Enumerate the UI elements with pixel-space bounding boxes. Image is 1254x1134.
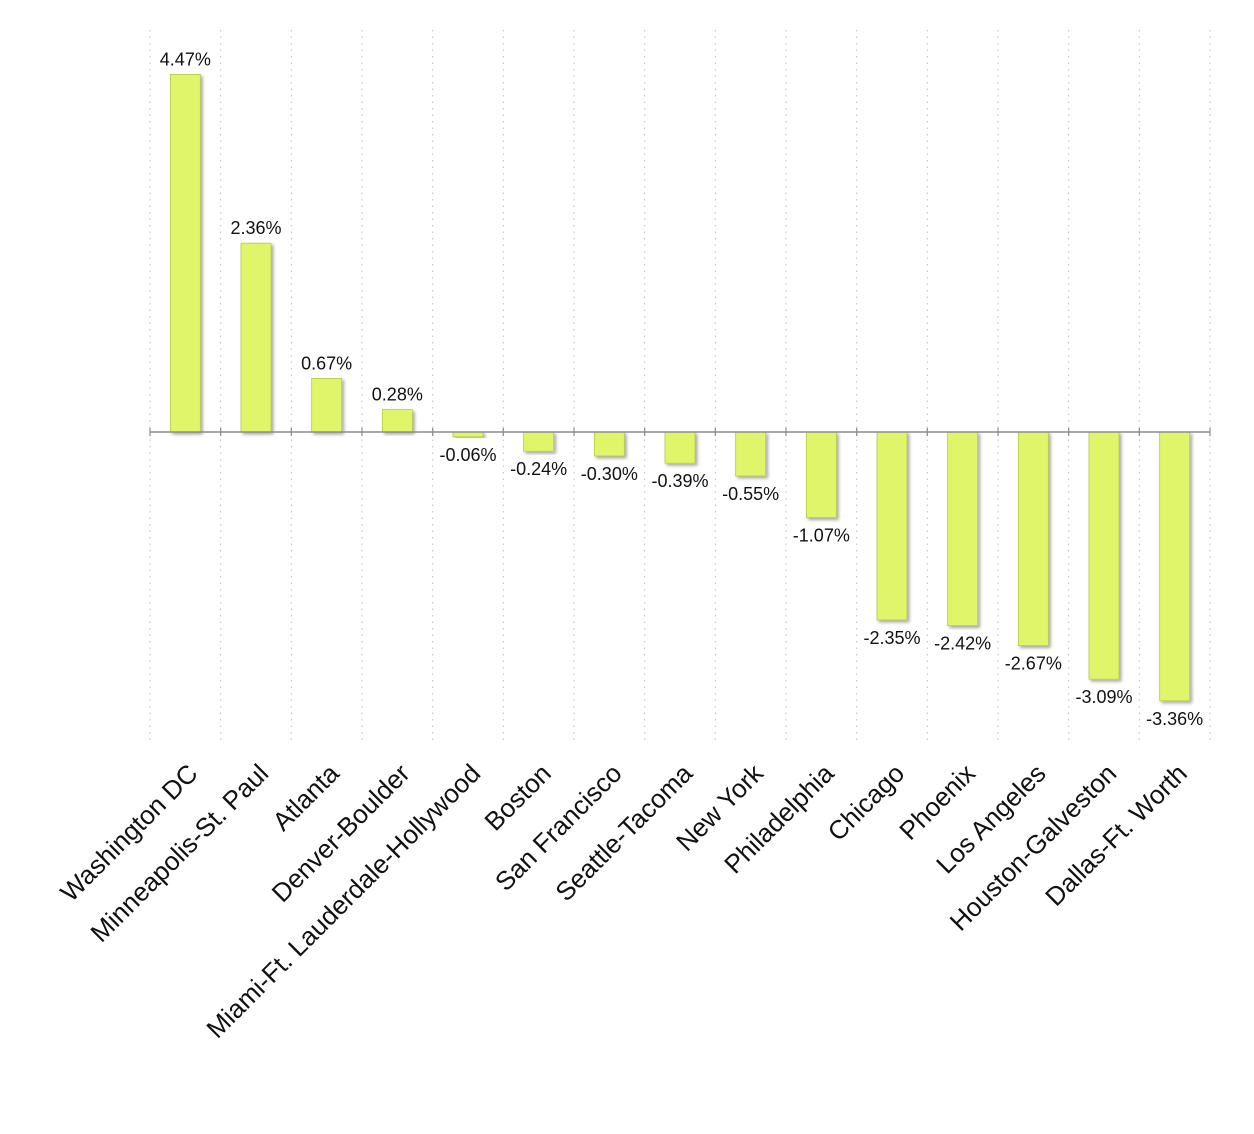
- bar-philadelphia: [805, 431, 837, 518]
- data-label-atlanta: 0.67%: [301, 353, 352, 373]
- bar-chicago: [876, 431, 908, 621]
- bar-new-york: [735, 431, 767, 477]
- bars: [169, 74, 1191, 702]
- data-label-san-francisco: -0.30%: [581, 464, 638, 484]
- x-axis: [149, 428, 1211, 436]
- bar-phoenix: [947, 431, 979, 627]
- bar-washington-dc: [169, 74, 201, 433]
- data-label-philadelphia: -1.07%: [793, 526, 850, 546]
- gridlines: [149, 30, 1211, 745]
- bar-denver-boulder: [381, 409, 413, 433]
- data-label-dallas-ft-worth: -3.36%: [1146, 709, 1203, 729]
- bar-boston: [523, 431, 555, 452]
- data-label-denver-boulder: 0.28%: [372, 385, 423, 405]
- bar-minneapolis-st-paul: [240, 242, 272, 433]
- data-label-seattle-tacoma: -0.39%: [651, 471, 708, 491]
- bar-atlanta: [311, 377, 343, 433]
- data-label-los-angeles: -2.67%: [1005, 654, 1062, 674]
- data-labels: 4.47% 2.36% 0.67% 0.28% -0.06% -0.24% -0.30% -0…: [160, 49, 1203, 728]
- bar-houston-galveston: [1088, 431, 1120, 680]
- data-label-houston-galveston: -3.09%: [1075, 687, 1132, 707]
- bar-seattle-tacoma: [664, 431, 696, 464]
- data-label-phoenix: -2.42%: [934, 634, 991, 654]
- data-label-boston: -0.24%: [510, 459, 567, 479]
- category-label-chicago: Chicago: [822, 758, 911, 847]
- bar-san-francisco: [593, 431, 625, 457]
- bar-dallas-ft-worth: [1159, 431, 1191, 702]
- bar-los-angeles: [1017, 431, 1049, 647]
- data-label-new-york: -0.55%: [722, 484, 779, 504]
- data-label-miami-ft-lauderdale-hollywood: -0.06%: [439, 445, 496, 465]
- data-label-washington-dc: 4.47%: [160, 49, 211, 69]
- data-label-chicago: -2.35%: [863, 628, 920, 648]
- data-label-minneapolis-st-paul: 2.36%: [230, 218, 281, 238]
